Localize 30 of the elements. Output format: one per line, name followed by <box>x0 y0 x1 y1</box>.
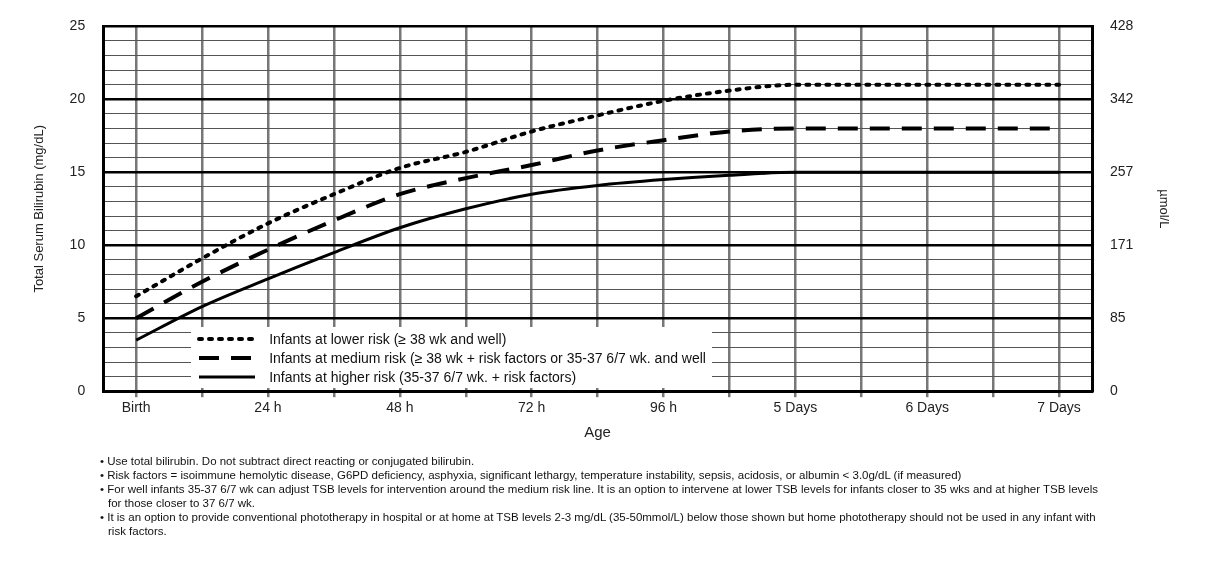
y2-tick-label: 342 <box>1110 90 1134 107</box>
y2-tick-label: 257 <box>1110 163 1134 180</box>
x-tick-label: 5 Days <box>773 399 818 416</box>
legend-label: Infants at lower risk (≥ 38 wk and well) <box>269 330 507 347</box>
x-tick-label: 72 h <box>518 399 546 416</box>
y2-tick-label: 0 <box>1110 382 1119 399</box>
y-tick-label: 0 <box>77 382 86 399</box>
legend-label: Infants at medium risk (≥ 38 wk + risk factors or 35-37 6/7 wk. and well <box>269 349 706 366</box>
y2-tick-label: 85 <box>1110 309 1126 326</box>
y-tick-label: 25 <box>69 17 86 34</box>
text: • Use total bilirubin. Do not subtract direct reacting or conjugated bilirubin. <box>100 454 476 468</box>
x-axis-title: Age <box>584 423 611 441</box>
text: • Risk factors = isoimmune hemolytic disease, G6PD deficiency, asphyxia, significant lethargy, temperature instability, sepsis, acidosis, or albumin < 3.0g/dL (if measured) <box>100 468 963 482</box>
x-tick-label: 24 h <box>254 399 282 416</box>
y2-axis-title: µmol/L <box>1156 189 1172 229</box>
legend-label: Infants at higher risk (35-37 6/7 wk. + risk factors) <box>269 368 577 385</box>
y2-tick-label: 171 <box>1110 236 1134 253</box>
y-tick-label: 5 <box>77 309 86 326</box>
y2-tick-label: 428 <box>1110 17 1134 34</box>
y-axis-title: Total Serum Bilirubin (mg/dL) <box>31 124 47 293</box>
y-tick-label: 15 <box>69 163 86 180</box>
x-tick-label: Birth <box>121 399 151 416</box>
text: • For well infants 35-37 6/7 wk can adjust TSB levels for intervention around the medium risk line. It is an option to intervene at lower TSB levels for infants closer to 35 wks and at higher TSB levels for those closer to 37 6/7 wk. <box>100 482 1099 510</box>
y-tick-label: 10 <box>69 236 86 253</box>
y-tick-label: 20 <box>69 90 86 107</box>
text: • It is an option to provide conventional phototherapy in hospital or at home at TSB levels 2-3 mg/dL (35-50mmol/L) below those shown but home phototherapy should not be used in any infant with risk factors. <box>100 510 1097 538</box>
x-tick-label: 6 Days <box>905 399 950 416</box>
x-tick-label: 96 h <box>649 399 678 416</box>
x-tick-label: 7 Days <box>1037 399 1081 416</box>
x-tick-label: 48 h <box>386 399 414 416</box>
